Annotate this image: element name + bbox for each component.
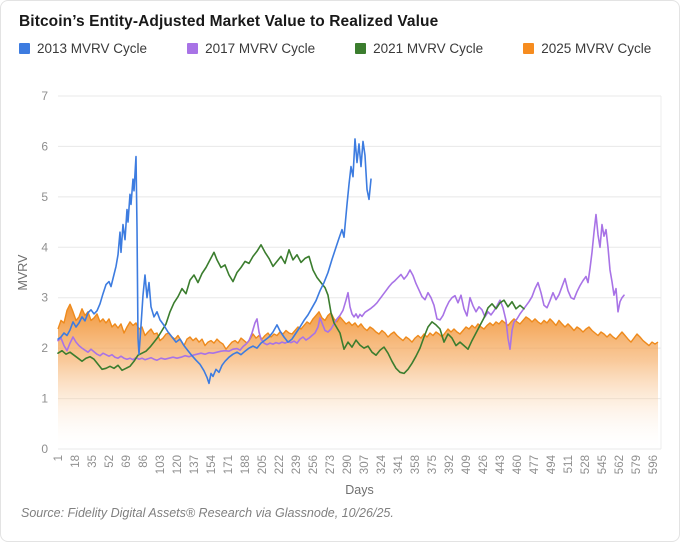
svg-text:69: 69 bbox=[121, 455, 133, 468]
svg-text:6: 6 bbox=[41, 139, 48, 153]
source-note: Source: Fidelity Digital Assets® Researc… bbox=[21, 506, 394, 520]
svg-text:375: 375 bbox=[427, 455, 439, 474]
legend-swatch bbox=[187, 43, 199, 54]
svg-text:86: 86 bbox=[138, 455, 150, 468]
legend-swatch bbox=[355, 43, 367, 54]
legend-item-2017-mvrv-cycle: 2017 MVRV Cycle bbox=[187, 41, 315, 56]
legend-label: 2017 MVRV Cycle bbox=[205, 41, 316, 56]
svg-text:562: 562 bbox=[614, 455, 626, 474]
svg-text:256: 256 bbox=[308, 455, 320, 474]
svg-text:137: 137 bbox=[189, 455, 201, 474]
legend-label: 2021 MVRV Cycle bbox=[373, 41, 484, 56]
svg-text:409: 409 bbox=[461, 455, 473, 474]
svg-text:494: 494 bbox=[546, 454, 558, 474]
svg-text:18: 18 bbox=[70, 455, 82, 468]
svg-text:222: 222 bbox=[274, 455, 286, 474]
svg-text:239: 239 bbox=[291, 455, 303, 474]
series-line-2021-mvrv-cycle bbox=[57, 244, 525, 375]
series-line-2017-mvrv-cycle bbox=[57, 213, 625, 362]
svg-text:35: 35 bbox=[87, 455, 99, 468]
svg-text:443: 443 bbox=[495, 455, 507, 474]
svg-text:120: 120 bbox=[172, 455, 184, 474]
svg-text:4: 4 bbox=[41, 240, 48, 254]
svg-text:460: 460 bbox=[512, 455, 524, 474]
svg-text:154: 154 bbox=[206, 454, 218, 474]
svg-text:290: 290 bbox=[342, 455, 354, 474]
svg-text:1: 1 bbox=[41, 392, 48, 406]
svg-text:7: 7 bbox=[41, 89, 48, 103]
svg-text:545: 545 bbox=[597, 455, 609, 474]
legend-label: 2013 MVRV Cycle bbox=[37, 41, 148, 56]
legend-item-2013-mvrv-cycle: 2013 MVRV Cycle bbox=[19, 41, 147, 56]
svg-text:596: 596 bbox=[648, 455, 660, 474]
legend-item-2021-mvrv-cycle: 2021 MVRV Cycle bbox=[355, 41, 483, 56]
svg-text:324: 324 bbox=[376, 454, 388, 474]
legend-label: 2025 MVRV Cycle bbox=[541, 41, 652, 56]
legend-swatch bbox=[19, 43, 30, 54]
x-tick-labels: 1 18 35 52 69 86 103 120 137 154 171 188 205 222 239 25… bbox=[53, 454, 660, 474]
svg-text:341: 341 bbox=[393, 455, 405, 474]
svg-text:5: 5 bbox=[41, 190, 48, 204]
svg-text:2: 2 bbox=[41, 341, 48, 355]
svg-text:171: 171 bbox=[223, 455, 235, 474]
svg-text:528: 528 bbox=[580, 455, 592, 474]
series-line-2013-mvrv-cycle bbox=[57, 138, 372, 385]
svg-text:511: 511 bbox=[563, 455, 575, 473]
svg-text:3: 3 bbox=[41, 291, 48, 305]
svg-text:307: 307 bbox=[359, 455, 371, 474]
svg-text:273: 273 bbox=[325, 455, 337, 474]
svg-text:52: 52 bbox=[104, 455, 116, 468]
legend-item-2025-mvrv-cycle: 2025 MVRV Cycle bbox=[523, 41, 651, 56]
x-axis-title: Days bbox=[345, 483, 373, 497]
svg-text:358: 358 bbox=[410, 455, 422, 474]
svg-text:188: 188 bbox=[240, 455, 252, 474]
svg-text:426: 426 bbox=[478, 455, 490, 474]
svg-text:579: 579 bbox=[631, 455, 643, 474]
svg-text:103: 103 bbox=[155, 455, 167, 474]
svg-text:392: 392 bbox=[444, 455, 456, 474]
y-axis-title: MVRV bbox=[16, 254, 30, 291]
legend-swatch bbox=[523, 43, 535, 54]
chart-title: Bitcoin’s Entity-Adjusted Market Value t… bbox=[19, 13, 439, 30]
y-tick-labels: 0 1 2 3 4 5 6 7 bbox=[41, 89, 48, 456]
chart-legend: 2013 MVRV Cycle 2017 MVRV Cycle 2021 MVRV … bbox=[19, 41, 651, 56]
svg-text:205: 205 bbox=[257, 455, 269, 474]
svg-text:477: 477 bbox=[529, 455, 541, 474]
svg-text:1: 1 bbox=[53, 455, 65, 461]
svg-text:0: 0 bbox=[41, 442, 48, 456]
